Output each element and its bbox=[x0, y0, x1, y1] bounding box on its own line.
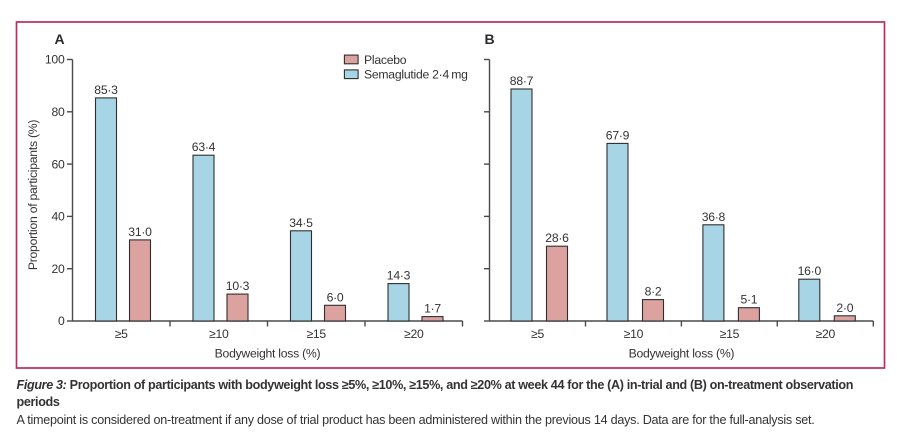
svg-text:Bodyweight loss (%): Bodyweight loss (%) bbox=[629, 347, 735, 361]
svg-text:40: 40 bbox=[51, 210, 65, 224]
svg-text:80: 80 bbox=[51, 105, 65, 119]
svg-text:20: 20 bbox=[51, 262, 65, 276]
svg-text:100: 100 bbox=[45, 53, 65, 67]
svg-text:85·3: 85·3 bbox=[94, 83, 118, 97]
svg-text:67·9: 67·9 bbox=[606, 128, 630, 142]
svg-text:14·3: 14·3 bbox=[387, 269, 411, 283]
svg-text:28·6: 28·6 bbox=[545, 231, 569, 245]
svg-text:2·0: 2·0 bbox=[836, 301, 853, 315]
svg-text:8·2: 8·2 bbox=[645, 285, 662, 299]
svg-text:≥10: ≥10 bbox=[209, 327, 229, 341]
svg-text:≥20: ≥20 bbox=[404, 327, 424, 341]
svg-text:Proportion of participants (%): Proportion of participants (%) bbox=[26, 120, 40, 271]
svg-text:36·8: 36·8 bbox=[702, 210, 726, 224]
svg-text:≥15: ≥15 bbox=[306, 327, 326, 341]
svg-text:5·1: 5·1 bbox=[740, 293, 757, 307]
svg-text:63·4: 63·4 bbox=[192, 140, 216, 154]
svg-text:≥20: ≥20 bbox=[816, 327, 836, 341]
svg-text:0: 0 bbox=[58, 314, 65, 328]
svg-text:Bodyweight loss (%): Bodyweight loss (%) bbox=[215, 347, 321, 361]
svg-text:Semaglutide 2·4 mg: Semaglutide 2·4 mg bbox=[364, 68, 468, 82]
svg-text:≥5: ≥5 bbox=[115, 327, 128, 341]
svg-text:1·7: 1·7 bbox=[424, 302, 441, 316]
svg-text:Placebo: Placebo bbox=[364, 53, 407, 67]
svg-text:88·7: 88·7 bbox=[510, 74, 534, 88]
svg-text:10·3: 10·3 bbox=[226, 279, 250, 293]
svg-text:≥15: ≥15 bbox=[720, 327, 740, 341]
svg-text:60: 60 bbox=[51, 157, 65, 171]
svg-text:16·0: 16·0 bbox=[798, 264, 822, 278]
svg-text:34·5: 34·5 bbox=[289, 216, 313, 230]
svg-text:6·0: 6·0 bbox=[327, 290, 344, 304]
svg-text:31·0: 31·0 bbox=[128, 225, 152, 239]
svg-text:≥5: ≥5 bbox=[531, 327, 544, 341]
svg-text:B: B bbox=[485, 31, 495, 47]
svg-text:A: A bbox=[55, 31, 65, 47]
svg-text:≥10: ≥10 bbox=[624, 327, 644, 341]
